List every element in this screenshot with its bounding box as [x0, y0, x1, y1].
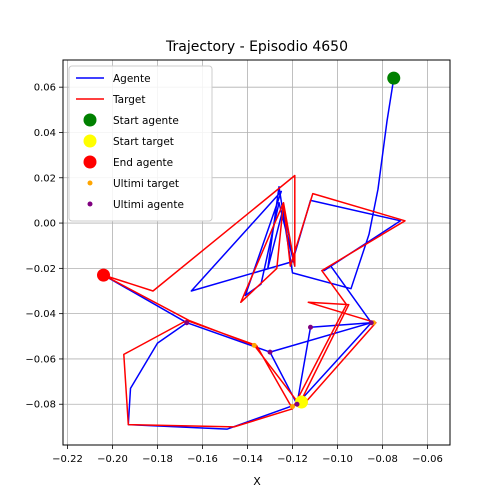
- marker-ultimi-target: [251, 342, 257, 348]
- legend: Agente Target Start agente Start target End …: [68, 65, 213, 222]
- legend-label: Ultimi target: [113, 178, 179, 190]
- marker-end-agente: [97, 268, 110, 282]
- legend-label: Start agente: [113, 115, 179, 127]
- y-tick-label: −0.08: [25, 400, 56, 411]
- marker-ultimi-agente: [267, 349, 273, 355]
- marker-ultimi-target: [290, 404, 295, 409]
- chart-title: Trajectory - Episodio 4650: [165, 39, 348, 55]
- plot-frame: [62, 59, 451, 446]
- series-line-target: [102, 174, 406, 428]
- x-axis: −0.22 −0.20 −0.18 −0.16 −0.14 −0.12 −0.10 −0.08…: [52, 445, 443, 465]
- x-axis-label: X: [253, 475, 261, 488]
- y-tick-label: −0.06: [25, 354, 56, 365]
- marker-ultimi-agente: [308, 324, 313, 330]
- y-tick-label: 0.02: [34, 173, 56, 184]
- y-tick-label: 0.04: [34, 128, 56, 139]
- legend-label: Target: [112, 94, 145, 106]
- y-axis: −0.08 −0.06 −0.04 −0.02 0.00 0.02 0.04 0.06: [25, 83, 63, 411]
- y-tick-label: −0.04: [25, 309, 56, 320]
- legend-box: [68, 65, 213, 222]
- x-tick-label: −0.08: [367, 454, 398, 465]
- legend-swatch: [83, 113, 97, 127]
- legend-swatch: [87, 201, 93, 207]
- x-tick-label: −0.22: [52, 454, 83, 465]
- x-tick-label: −0.16: [187, 454, 218, 465]
- x-tick-label: −0.12: [277, 454, 308, 465]
- legend-swatch: [87, 180, 93, 186]
- legend-label: Ultimi agente: [113, 199, 184, 211]
- x-tick-label: −0.14: [232, 454, 263, 465]
- legend-label: Start target: [113, 136, 174, 148]
- marker-ultimi-agente: [294, 401, 300, 407]
- y-tick-label: −0.02: [25, 264, 56, 275]
- marker-ultimi-agente: [184, 320, 190, 326]
- x-tick-label: −0.06: [412, 454, 443, 465]
- marker-ultimi-agente: [368, 320, 374, 326]
- legend-label: Agente: [113, 73, 151, 85]
- x-tick-label: −0.20: [97, 454, 128, 465]
- x-tick-label: −0.18: [142, 454, 173, 465]
- series-layer: [102, 77, 406, 430]
- legend-swatch: [83, 155, 97, 169]
- x-tick-label: −0.10: [322, 454, 353, 465]
- y-tick-label: 0.06: [34, 83, 56, 94]
- y-tick-label: 0.00: [34, 219, 56, 230]
- legend-swatch: [83, 134, 97, 148]
- marker-layer: [97, 71, 401, 409]
- legend-label: End agente: [113, 157, 173, 169]
- marker-start-agente: [387, 71, 401, 85]
